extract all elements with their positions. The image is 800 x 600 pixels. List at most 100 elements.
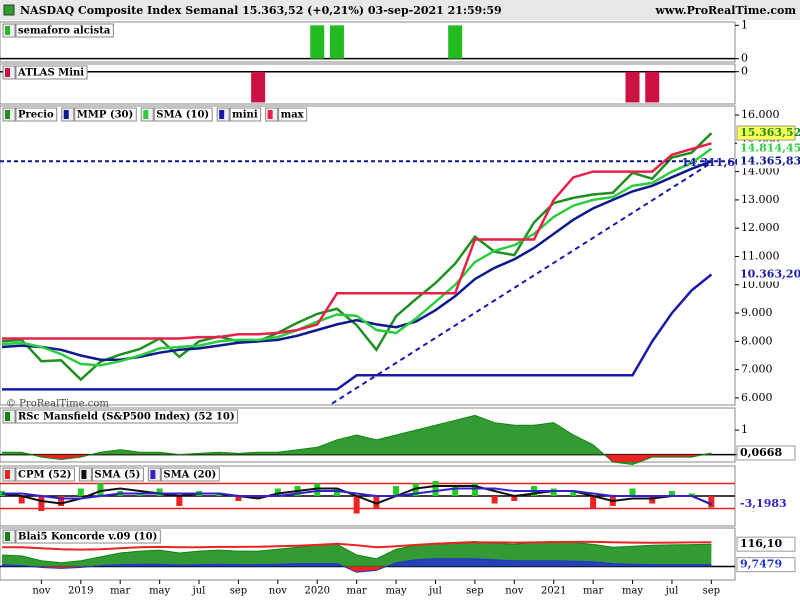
legend-label: max	[281, 110, 305, 121]
y-tick-label: 12.000	[741, 221, 780, 234]
series-line	[1, 132, 713, 382]
bar	[448, 25, 463, 59]
x-tick-label: mar	[110, 586, 130, 597]
legend-bg	[15, 107, 58, 122]
trend-label: 14.311,60	[681, 156, 743, 169]
x-tick-label: sep	[703, 586, 720, 597]
series-line	[1, 485, 712, 506]
header-icon	[3, 4, 15, 16]
x-tick-label: sep	[466, 586, 483, 597]
bar	[570, 491, 577, 496]
bar	[18, 496, 25, 504]
x-tick-label: jul	[428, 586, 442, 597]
series-line	[1, 147, 713, 367]
bar	[314, 483, 321, 496]
legend-swatch	[267, 110, 273, 119]
legend-swatch	[150, 470, 156, 479]
x-tick-label: nov	[269, 586, 287, 597]
legend-label: mini	[232, 110, 258, 121]
legend-bg	[15, 529, 161, 544]
x-tick-label: may	[386, 586, 407, 597]
legend-label: CPM (52)	[18, 470, 71, 481]
legend-swatch	[143, 110, 149, 119]
x-tick-label: mar	[583, 586, 603, 597]
legend-bg	[153, 107, 213, 122]
panel	[0, 63, 736, 105]
y-tick-label: 1	[741, 18, 748, 31]
x-tick-label: 2021	[541, 586, 566, 597]
legend-bg	[160, 467, 220, 482]
legend-label: RSc Mansfield (S&P500 Index) (52 10)	[18, 412, 235, 423]
x-tick-label: may	[149, 586, 170, 597]
bar	[77, 488, 84, 496]
bar	[329, 25, 344, 59]
value-label-box	[736, 557, 796, 573]
legend-swatch	[5, 470, 10, 479]
legend-swatch	[5, 110, 10, 119]
bar	[310, 25, 325, 59]
header-bar	[0, 0, 800, 20]
y-tick-label: 8.000	[741, 334, 773, 347]
value-label: 10.363,20	[740, 268, 800, 281]
bar	[668, 491, 675, 496]
bar	[629, 488, 636, 496]
bar	[333, 488, 340, 496]
legend-bg	[15, 409, 239, 424]
series-line	[2, 273, 713, 391]
y-tick-label: 0	[741, 65, 748, 78]
legend-label: semaforo alcista	[18, 26, 111, 37]
value-label: -3,1983	[740, 497, 787, 510]
bar	[235, 496, 242, 501]
y-tick-label: 0	[741, 52, 748, 65]
legend-bg	[74, 107, 137, 122]
legend-bg	[278, 107, 308, 122]
value-label: 0,0668	[740, 446, 782, 459]
value-label-box	[736, 536, 796, 552]
y-tick-label: 11.000	[741, 249, 780, 262]
bar	[215, 493, 222, 496]
legend-bg	[15, 467, 75, 482]
value-label-box	[737, 496, 795, 511]
legend-bg	[15, 65, 88, 80]
x-tick-label: mar	[347, 586, 367, 597]
x-tick-label: 2020	[305, 586, 330, 597]
legend-label: SMA (10)	[156, 110, 209, 121]
panel	[0, 21, 736, 63]
y-tick-label: 13.000	[741, 193, 780, 206]
value-label: 14.814,45	[740, 142, 800, 155]
bar	[688, 493, 695, 496]
value-label: 14.365,83	[740, 154, 800, 167]
x-tick-label: jul	[192, 586, 206, 597]
bar	[511, 496, 518, 501]
bar	[393, 486, 400, 496]
legend-swatch	[63, 110, 69, 119]
bar	[645, 71, 660, 103]
legend-bg	[229, 107, 262, 122]
bar	[176, 496, 183, 506]
bar	[412, 483, 419, 496]
y-tick-label: 6.000	[741, 391, 773, 404]
bar	[353, 496, 360, 514]
legend-label: SMA (5)	[94, 470, 140, 481]
x-tick-label: may	[622, 586, 643, 597]
bar	[274, 488, 281, 496]
legend-label: Blai5 Koncorde v.09 (10)	[18, 532, 157, 543]
series-line	[2, 540, 712, 551]
x-tick-label: nov	[32, 586, 50, 597]
x-tick-label: nov	[505, 586, 523, 597]
x-tick-label: jul	[665, 586, 679, 597]
legend-swatch	[5, 532, 10, 541]
bar	[251, 71, 266, 103]
value-label-box	[736, 125, 796, 141]
bar	[136, 493, 143, 496]
legend-label: Precio	[18, 110, 54, 121]
legend-swatch	[219, 110, 225, 119]
value-label-box	[737, 267, 795, 282]
y-tick-label: 7.000	[741, 363, 773, 376]
y-tick-label: 1	[741, 423, 748, 436]
bar	[373, 496, 380, 509]
bar	[58, 496, 65, 506]
x-tick-label: 2019	[68, 586, 93, 597]
bar	[625, 71, 640, 103]
value-label: 9,7479	[740, 558, 782, 571]
